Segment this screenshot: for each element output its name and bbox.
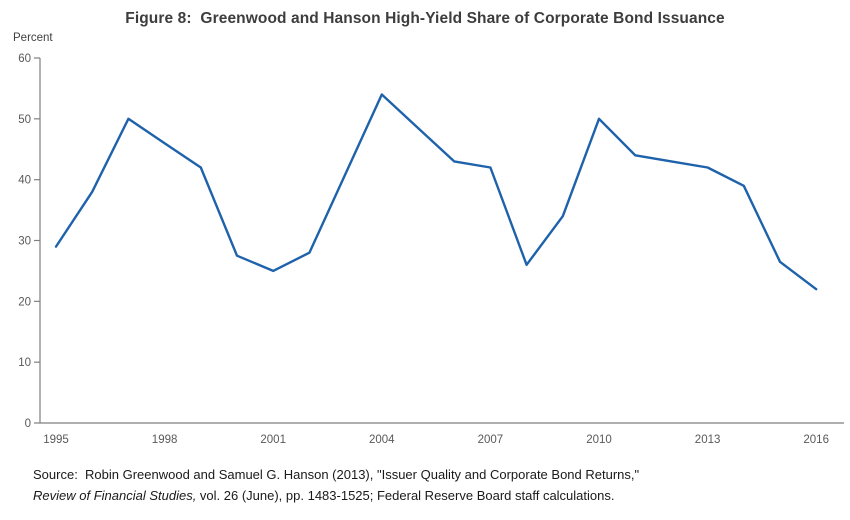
y-tick-label: 10 [18, 357, 31, 369]
source-line2-rest: vol. 26 (June), pp. 1483-1525; Federal R… [196, 487, 615, 503]
y-tick-label: 20 [18, 296, 31, 308]
high-yield-share-series-line [54, 93, 818, 291]
x-tick-label: 2001 [260, 434, 286, 446]
x-tick-label: 2004 [369, 434, 395, 446]
y-axis-unit-label: Percent [13, 32, 53, 44]
y-tick-label: 30 [18, 236, 31, 248]
x-tick-label: 2010 [586, 434, 612, 446]
source-line1: Source: Robin Greenwood and Samuel G. Ha… [33, 467, 640, 482]
y-tick-label: 40 [18, 175, 31, 187]
x-tick-label: 2013 [695, 434, 721, 446]
source-journal-name: Review of Financial Studies, [33, 487, 197, 503]
x-tick-label: 1998 [152, 434, 178, 446]
x-tick-label: 1995 [43, 434, 69, 446]
x-tick-label: 2007 [478, 434, 504, 446]
source-note: Source: Robin Greenwood and Samuel G. Ha… [33, 465, 823, 506]
page-title: Figure 8: Greenwood and Hanson High-Yiel… [125, 10, 725, 27]
y-tick-label: 60 [18, 53, 31, 65]
x-tick-label: 2016 [803, 434, 829, 446]
y-tick-label: 50 [18, 114, 31, 126]
line-chart: 0 10 20 30 40 50 60 1995 1998 2001 2004 2007 2010 201… [18, 53, 844, 446]
y-tick-label: 0 [25, 418, 31, 430]
